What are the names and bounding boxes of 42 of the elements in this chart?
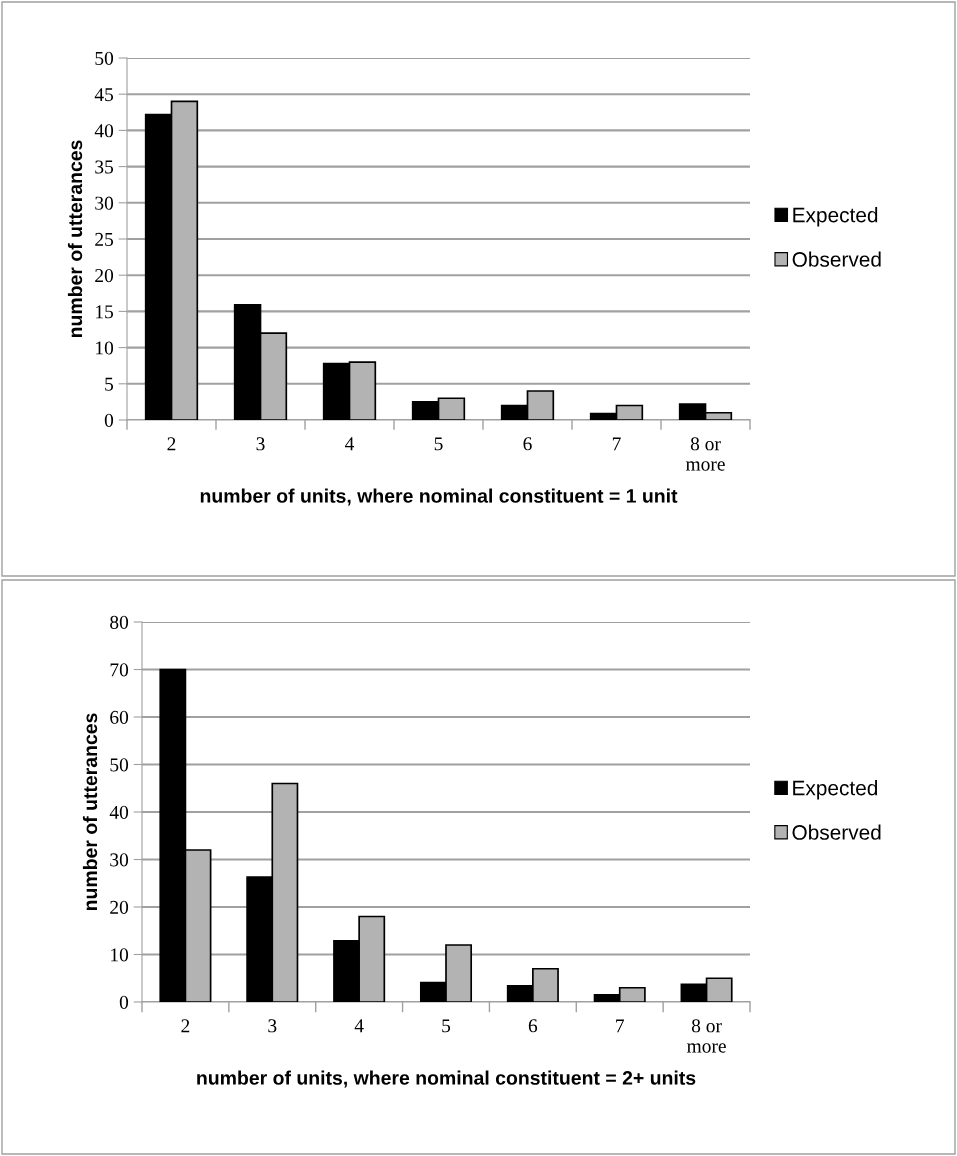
y-tick-label: 20 bbox=[95, 269, 114, 283]
y-tick-label: 30 bbox=[95, 196, 114, 210]
x-tick-label: 6 bbox=[523, 437, 532, 451]
y-tick-label: 40 bbox=[94, 124, 114, 138]
y-tick-label: 50 bbox=[110, 758, 129, 772]
x-axis-title: number of units, where nominal constituent = 2+ units bbox=[197, 1070, 696, 1088]
x-axis-title: number of units, where nominal constituent = 1 unit bbox=[200, 488, 678, 506]
x-tick-label: 4 bbox=[354, 1019, 364, 1033]
y-tick-label: 20 bbox=[110, 900, 129, 914]
y-tick-label: 10 bbox=[111, 948, 129, 962]
y-tick-label: 80 bbox=[110, 615, 129, 629]
y-tick-label: 15 bbox=[96, 305, 114, 319]
x-tick-label: 3 bbox=[256, 437, 265, 451]
y-tick-label: 25 bbox=[95, 232, 114, 246]
x-tick-label: 7 bbox=[612, 437, 621, 451]
y-tick-label: 30 bbox=[110, 853, 129, 867]
y-tick-label: 40 bbox=[109, 805, 129, 819]
y-tick-label: 50 bbox=[95, 51, 114, 65]
y-tick-label: 10 bbox=[96, 341, 114, 355]
y-tick-label: 35 bbox=[95, 160, 114, 174]
y-tick-label: 0 bbox=[104, 413, 114, 427]
x-tick-label: 6 bbox=[528, 1019, 538, 1033]
y-axis-title: number of utterances bbox=[67, 140, 83, 338]
x-tick-label: 5 bbox=[434, 437, 443, 451]
legend-label: Observed bbox=[792, 251, 881, 267]
x-tick-label: 5 bbox=[442, 1019, 451, 1033]
y-tick-label: 70 bbox=[110, 663, 129, 677]
y-axis-title: number of utterances bbox=[82, 713, 98, 911]
legend-label: Observed bbox=[792, 824, 881, 840]
legend-label: Expected bbox=[793, 780, 878, 800]
y-tick-label: 60 bbox=[110, 710, 129, 724]
y-tick-label: 5 bbox=[105, 377, 114, 391]
y-tick-label: 45 bbox=[94, 88, 114, 102]
y-tick-label: 0 bbox=[119, 995, 129, 1009]
legend-label: Expected bbox=[793, 207, 878, 227]
x-tick-label: 4 bbox=[345, 437, 355, 451]
x-tick-label: 8 or more bbox=[687, 1019, 726, 1053]
x-tick-label: 3 bbox=[268, 1019, 277, 1033]
x-tick-label: 8 or more bbox=[685, 437, 725, 471]
x-tick-label: 2 bbox=[167, 437, 176, 451]
x-tick-label: 2 bbox=[181, 1019, 190, 1033]
x-tick-label: 7 bbox=[616, 1019, 625, 1033]
